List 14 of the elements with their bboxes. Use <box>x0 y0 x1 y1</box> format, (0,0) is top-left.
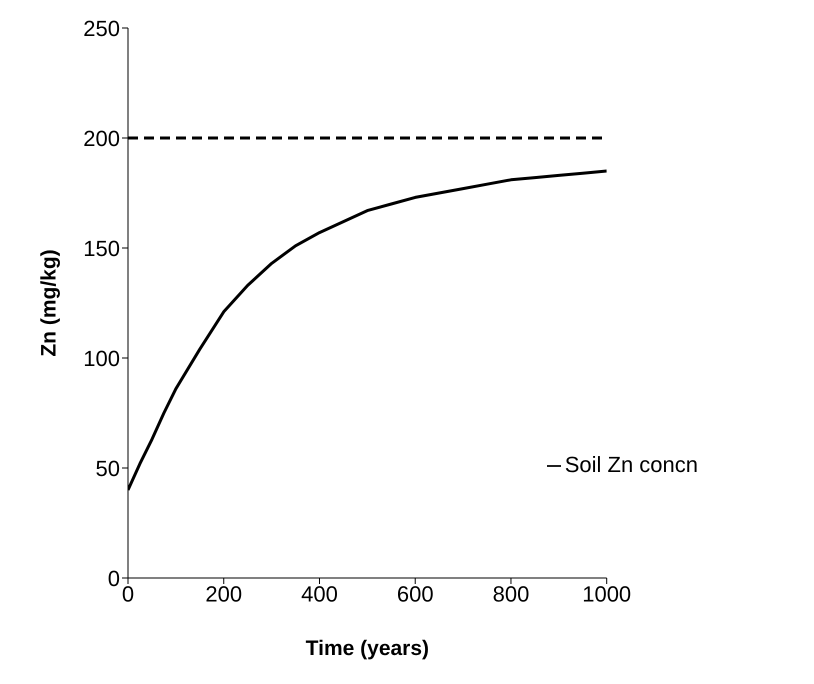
y-tick-label: 250 <box>83 16 120 41</box>
y-tick-label: 50 <box>96 456 120 481</box>
y-tick-label: 100 <box>83 346 120 371</box>
x-tick-label: 1000 <box>582 582 632 607</box>
x-tick-label: 200 <box>205 582 242 607</box>
y-axis-title: Zn (mg/kg) <box>37 249 60 357</box>
x-tick-label: 400 <box>301 582 338 607</box>
y-tick-label: 0 <box>108 566 120 591</box>
legend-label: Soil Zn concn <box>564 452 698 477</box>
y-tick-label: 200 <box>83 126 120 151</box>
x-axis-title: Time (years) <box>306 636 430 660</box>
x-tick-label: 800 <box>492 582 530 607</box>
y-tick-label: 150 <box>83 236 120 261</box>
x-tick-label: 600 <box>396 582 434 607</box>
